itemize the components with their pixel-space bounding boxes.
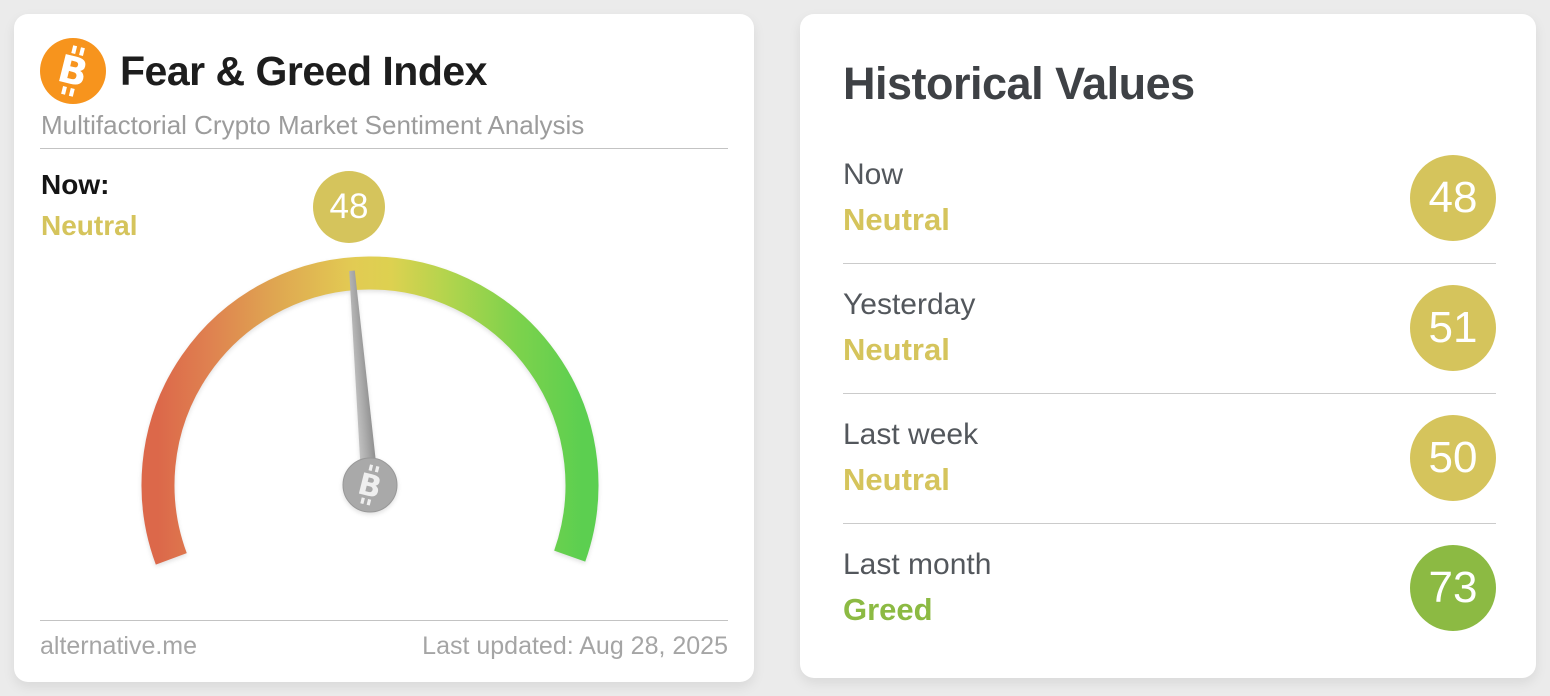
history-value-badge: 73 — [1410, 545, 1496, 631]
source-link[interactable]: alternative.me — [40, 632, 198, 660]
gauge-arc — [141, 256, 599, 565]
historical-rows: Now Neutral 48 Yesterday Neutral 51 Last… — [843, 134, 1496, 653]
historical-card: Historical Values Now Neutral 48 Yesterd… — [800, 14, 1536, 678]
history-row-label: Last month — [843, 548, 992, 581]
history-row-texts: Now Neutral — [843, 158, 950, 238]
now-sentiment: Neutral — [41, 210, 138, 241]
gauge-needle-pointer — [349, 270, 379, 489]
history-row: Last month Greed 73 — [843, 524, 1496, 653]
now-label: Now: — [41, 169, 110, 200]
history-row-label: Now — [843, 158, 904, 191]
history-row: Last week Neutral 50 — [843, 394, 1496, 524]
history-row-label: Yesterday — [843, 288, 976, 321]
card-subtitle: Multifactorial Crypto Market Sentiment A… — [41, 110, 585, 140]
gauge-hub-bitcoin-icon: B — [342, 457, 398, 513]
current-value-badge: 48 — [313, 171, 385, 243]
card-title: Fear & Greed Index — [120, 47, 487, 94]
history-row-label: Last week — [843, 418, 979, 451]
sentiment-gauge: B — [135, 240, 605, 570]
last-updated: Last updated: Aug 28, 2025 — [422, 632, 728, 660]
current-sentiment-block: Now: Neutral — [41, 169, 137, 242]
history-row-sentiment: Neutral — [843, 332, 950, 367]
divider — [40, 148, 728, 149]
bitcoin-icon: B — [40, 38, 106, 104]
history-row-sentiment: Neutral — [843, 462, 950, 497]
card-footer: alternative.me Last updated: Aug 28, 202… — [40, 632, 728, 661]
history-row-texts: Last month Greed — [843, 548, 991, 628]
history-row-texts: Last week Neutral — [843, 418, 978, 498]
historical-title: Historical Values — [843, 58, 1195, 109]
divider — [40, 620, 728, 621]
card-header: B Fear & Greed Index — [40, 38, 487, 104]
history-value-badge: 48 — [1410, 155, 1496, 241]
history-row-sentiment: Neutral — [843, 202, 950, 237]
fear-greed-card: B Fear & Greed Index Multifactorial Cryp… — [14, 14, 754, 682]
history-row-texts: Yesterday Neutral — [843, 288, 975, 368]
history-row: Yesterday Neutral 51 — [843, 264, 1496, 394]
history-value-badge: 50 — [1410, 415, 1496, 501]
history-value-badge: 51 — [1410, 285, 1496, 371]
history-row: Now Neutral 48 — [843, 134, 1496, 264]
history-row-sentiment: Greed — [843, 592, 933, 627]
